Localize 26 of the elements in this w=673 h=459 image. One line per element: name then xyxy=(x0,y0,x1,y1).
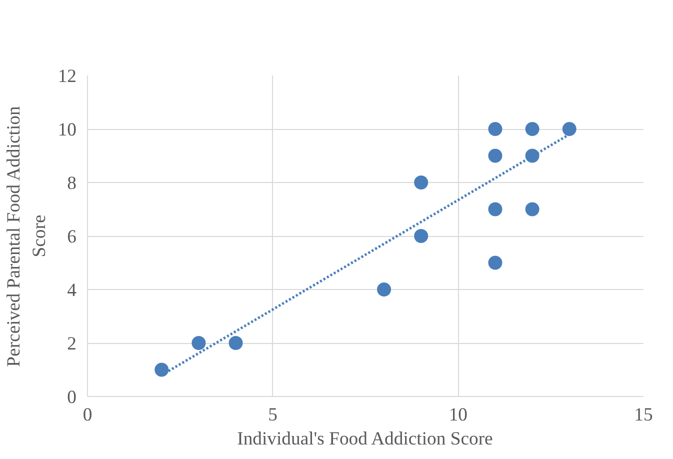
x-axis-title: Individual's Food Addiction Score xyxy=(237,428,493,450)
point xyxy=(192,336,206,350)
point xyxy=(228,336,243,350)
y-tick-label: 10 xyxy=(58,120,76,140)
point xyxy=(488,148,502,163)
point xyxy=(488,202,502,216)
y-tick-label: 6 xyxy=(67,226,76,248)
x-tick-label: 10 xyxy=(448,404,468,426)
point xyxy=(525,122,540,136)
y-tick-label: 8 xyxy=(67,173,76,194)
point xyxy=(414,176,428,190)
point xyxy=(154,362,169,377)
point xyxy=(414,229,428,243)
y-tick-label: 4 xyxy=(67,280,78,301)
x-tick-label: 0 xyxy=(82,404,92,426)
y-tick-label: 2 xyxy=(67,334,76,354)
point xyxy=(488,256,502,270)
point xyxy=(562,122,576,136)
y-tick-label: 0 xyxy=(67,387,76,408)
point xyxy=(377,282,392,296)
point xyxy=(525,202,540,216)
x-tick-label: 15 xyxy=(634,404,653,426)
y-tick-label: 12 xyxy=(58,66,76,87)
x-tick-label: 5 xyxy=(268,404,278,426)
point xyxy=(488,122,502,136)
y-axis-title: Perceived Parental Food Addiction Score xyxy=(4,106,50,367)
